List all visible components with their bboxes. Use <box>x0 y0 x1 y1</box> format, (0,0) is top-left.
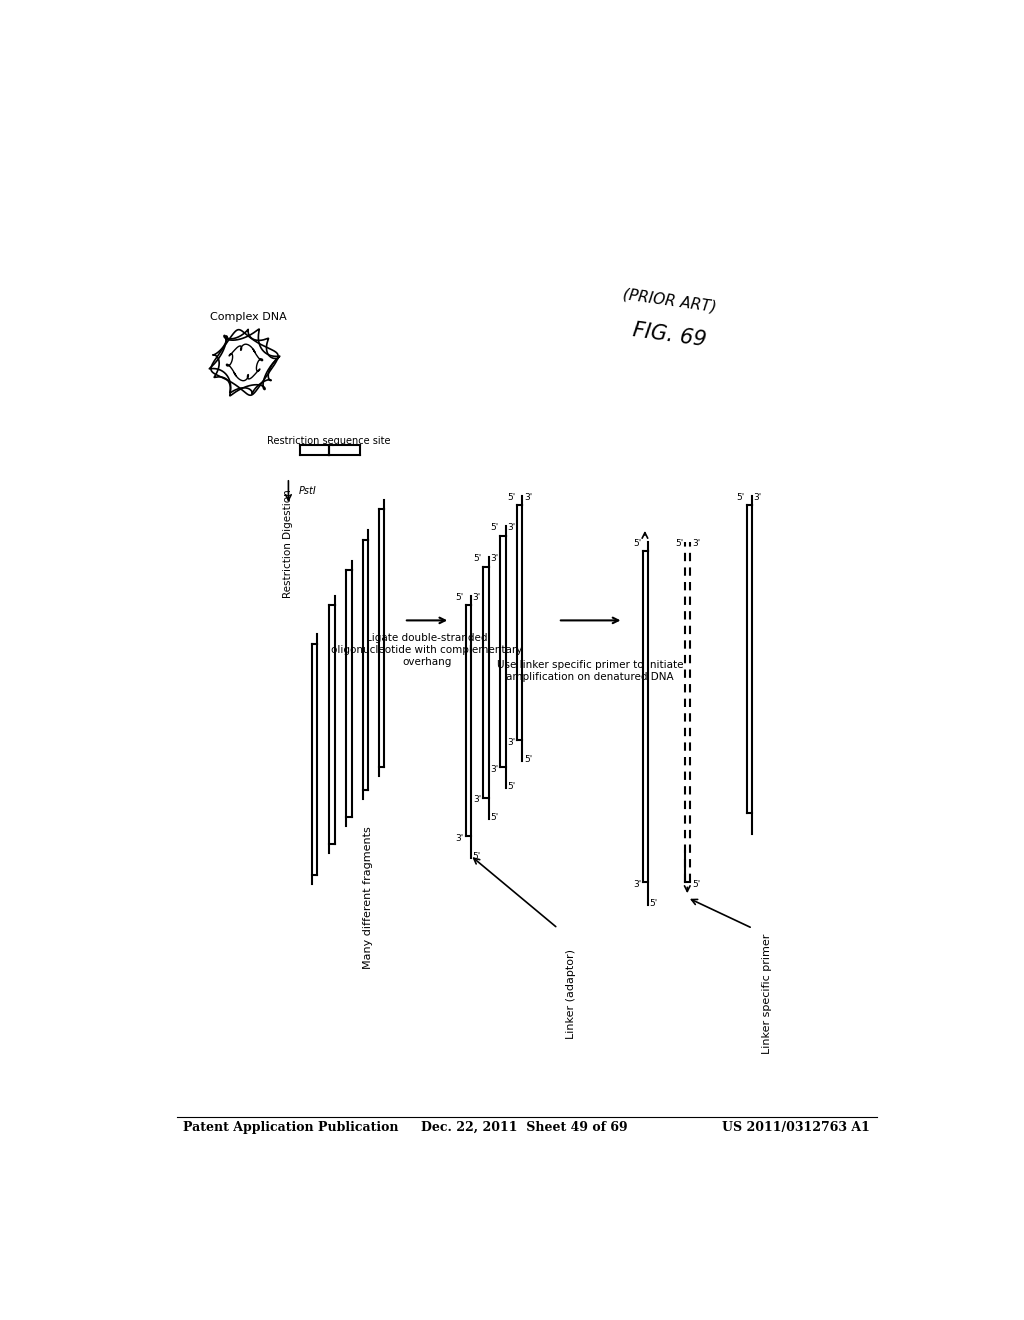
Text: 3': 3' <box>473 796 481 804</box>
Text: 5': 5' <box>456 593 464 602</box>
Text: Restriction sequence site: Restriction sequence site <box>267 436 391 446</box>
Text: 5': 5' <box>524 755 532 764</box>
Text: 3': 3' <box>472 593 480 602</box>
Text: 3': 3' <box>507 738 515 747</box>
Text: 3': 3' <box>754 492 762 502</box>
Text: 5': 5' <box>633 539 641 548</box>
Text: 5': 5' <box>490 813 499 822</box>
Text: 5': 5' <box>692 880 700 888</box>
Text: US 2011/0312763 A1: US 2011/0312763 A1 <box>722 1121 869 1134</box>
Text: Restriction Digestion: Restriction Digestion <box>284 488 294 598</box>
Text: Complex DNA: Complex DNA <box>210 313 287 322</box>
Text: 5': 5' <box>507 783 515 791</box>
Text: 5': 5' <box>490 524 499 532</box>
Text: FIG. 69: FIG. 69 <box>632 321 708 351</box>
Text: PstI: PstI <box>298 486 316 496</box>
Text: 5': 5' <box>737 492 745 502</box>
Text: 5': 5' <box>649 899 657 908</box>
Text: Linker (adaptor): Linker (adaptor) <box>565 949 575 1039</box>
Text: 5': 5' <box>675 539 683 548</box>
Text: Patent Application Publication: Patent Application Publication <box>183 1121 398 1134</box>
Text: 5': 5' <box>472 851 480 861</box>
Text: Dec. 22, 2011  Sheet 49 of 69: Dec. 22, 2011 Sheet 49 of 69 <box>422 1121 628 1134</box>
Text: 3': 3' <box>490 764 499 774</box>
Text: Many different fragments: Many different fragments <box>362 826 373 969</box>
Text: 5': 5' <box>507 492 515 502</box>
Text: 3': 3' <box>633 880 641 888</box>
Text: Linker specific primer: Linker specific primer <box>762 933 772 1055</box>
Text: 3': 3' <box>507 524 515 532</box>
Text: Ligate double-stranded
oligonucleotide with complementary
overhang: Ligate double-stranded oligonucleotide w… <box>332 634 522 667</box>
Text: 3': 3' <box>524 492 532 502</box>
Text: 5': 5' <box>473 554 481 564</box>
Text: 3': 3' <box>456 834 464 842</box>
Text: (PRIOR ART): (PRIOR ART) <box>622 286 717 315</box>
Text: 3': 3' <box>692 539 700 548</box>
Text: Use linker specific primer to initiate
amplification on denatured DNA: Use linker specific primer to initiate a… <box>497 660 683 682</box>
Text: 3': 3' <box>490 554 499 564</box>
